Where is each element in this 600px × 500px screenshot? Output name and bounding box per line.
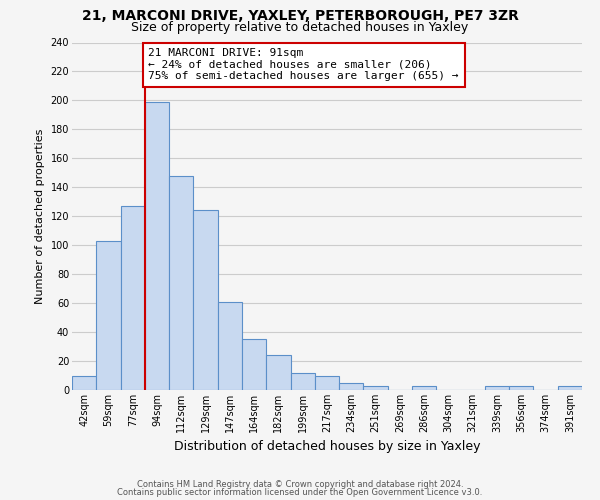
Bar	[218, 302, 242, 390]
Bar	[290, 372, 315, 390]
Bar	[242, 340, 266, 390]
Bar	[315, 376, 339, 390]
Bar	[96, 241, 121, 390]
Text: 21, MARCONI DRIVE, YAXLEY, PETERBOROUGH, PE7 3ZR: 21, MARCONI DRIVE, YAXLEY, PETERBOROUGH,…	[82, 9, 518, 23]
Bar	[169, 176, 193, 390]
Bar	[412, 386, 436, 390]
Y-axis label: Number of detached properties: Number of detached properties	[35, 128, 45, 304]
Bar	[121, 206, 145, 390]
Bar	[72, 376, 96, 390]
X-axis label: Distribution of detached houses by size in Yaxley: Distribution of detached houses by size …	[174, 440, 480, 454]
Bar	[364, 386, 388, 390]
Bar	[193, 210, 218, 390]
Bar	[145, 102, 169, 390]
Bar	[509, 386, 533, 390]
Text: Contains public sector information licensed under the Open Government Licence v3: Contains public sector information licen…	[118, 488, 482, 497]
Bar	[266, 355, 290, 390]
Bar	[558, 386, 582, 390]
Text: Contains HM Land Registry data © Crown copyright and database right 2024.: Contains HM Land Registry data © Crown c…	[137, 480, 463, 489]
Text: 21 MARCONI DRIVE: 91sqm
← 24% of detached houses are smaller (206)
75% of semi-d: 21 MARCONI DRIVE: 91sqm ← 24% of detache…	[149, 48, 459, 82]
Bar	[485, 386, 509, 390]
Bar	[339, 383, 364, 390]
Text: Size of property relative to detached houses in Yaxley: Size of property relative to detached ho…	[131, 22, 469, 35]
